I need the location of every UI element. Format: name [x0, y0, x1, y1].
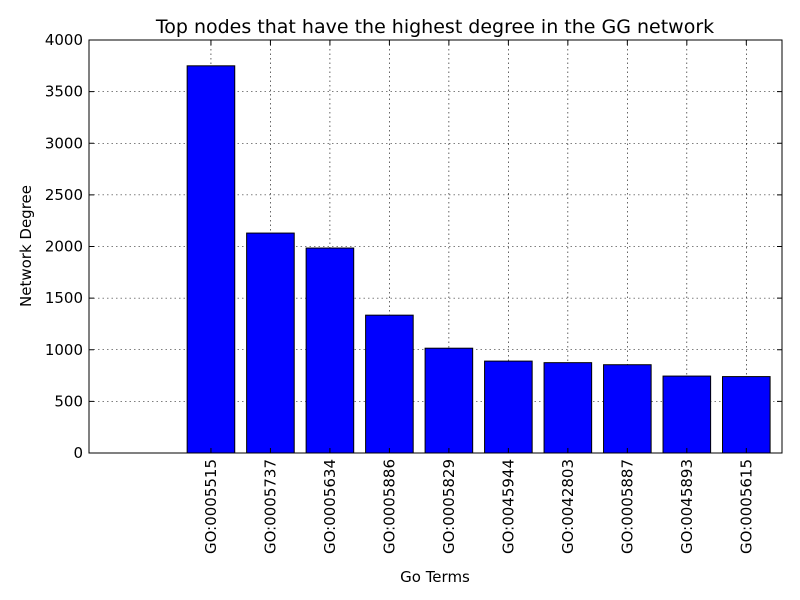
y-tick-label: 4000: [45, 31, 83, 49]
x-tick-label: GO:0005886: [380, 459, 398, 554]
y-tick-label: 0: [73, 444, 83, 462]
y-tick-label: 2500: [45, 186, 83, 204]
y-axis-label: Network Degree: [17, 185, 35, 307]
x-tick-label: GO:0005634: [321, 459, 339, 554]
x-axis-label: Go Terms: [400, 568, 470, 586]
y-tick-label: 3000: [45, 134, 83, 152]
y-tick-label: 2000: [45, 238, 83, 256]
bars: [186, 65, 771, 454]
bar: [543, 362, 593, 454]
x-tick-label: GO:0005887: [618, 459, 636, 554]
y-axis: 0 500 1000 1500 2000 2500 3000 3500 4000: [45, 31, 782, 462]
bar: [246, 232, 295, 454]
x-tick-label: GO:0042803: [559, 459, 577, 554]
bar: [603, 364, 652, 454]
x-tick-label: GO:0045944: [499, 459, 517, 554]
bar: [484, 360, 533, 454]
x-axis: GO:0005515 GO:0005737 GO:0005634 GO:0005886…: [202, 40, 755, 554]
bar: [186, 65, 236, 454]
y-tick-label: 3500: [45, 83, 83, 101]
x-tick-label: GO:0005829: [440, 459, 458, 554]
y-tick-label: 500: [54, 392, 83, 410]
x-tick-label: GO:0005737: [261, 459, 279, 554]
bar: [722, 376, 771, 454]
bar: [305, 247, 355, 454]
grid: [89, 40, 782, 453]
x-tick-label: GO:0045893: [678, 459, 696, 554]
bar: [662, 375, 712, 454]
chart-title: Top nodes that have the highest degree i…: [155, 16, 714, 38]
y-tick-label: 1500: [45, 289, 83, 307]
bar: [424, 347, 474, 454]
x-tick-label: GO:0005615: [737, 459, 755, 554]
x-tick-label: GO:0005515: [202, 459, 220, 554]
bar: [365, 314, 414, 454]
y-tick-label: 1000: [45, 341, 83, 359]
